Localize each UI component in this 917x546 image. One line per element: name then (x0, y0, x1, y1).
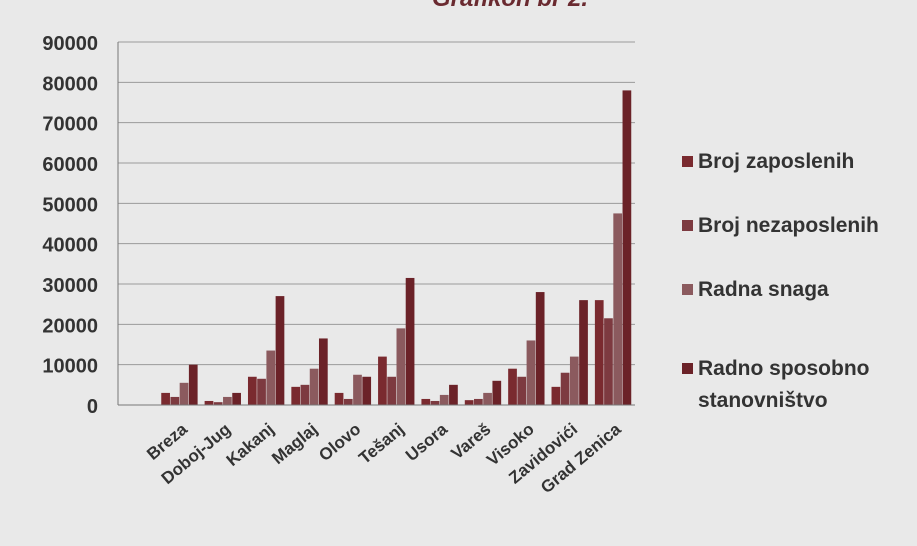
bar (483, 392, 492, 405)
bar (551, 386, 561, 405)
y-tick-label: 70000 (42, 114, 98, 136)
bar (560, 372, 570, 405)
bar (179, 382, 189, 405)
bar (396, 328, 406, 405)
bar (508, 368, 517, 405)
bar (247, 376, 257, 405)
bar (204, 400, 214, 405)
bar (474, 398, 483, 405)
bar (594, 300, 604, 405)
bar (170, 396, 180, 405)
y-tick-label: 30000 (42, 275, 98, 297)
bar (362, 376, 372, 405)
bar (421, 398, 431, 405)
bar (309, 368, 319, 405)
y-tick-label: 80000 (42, 73, 98, 95)
legend-label: Broj zaposlenih (698, 150, 854, 173)
y-tick-label: 50000 (42, 194, 98, 216)
bar (405, 277, 415, 405)
bar (275, 296, 285, 405)
bar (291, 386, 301, 405)
bar (517, 376, 527, 405)
legend-swatch (682, 220, 693, 231)
bar (535, 292, 545, 405)
bar (622, 90, 632, 406)
bar (213, 402, 223, 405)
bar (378, 356, 387, 405)
bar (353, 374, 362, 405)
bar (257, 378, 266, 405)
bar (604, 318, 613, 405)
bar (526, 340, 536, 405)
bar (579, 300, 588, 405)
bar (430, 400, 440, 405)
bar (266, 350, 276, 405)
bar (334, 392, 344, 405)
legend-swatch (682, 156, 693, 167)
bar (161, 392, 170, 405)
y-tick-label: 0 (87, 396, 98, 418)
bar (569, 356, 579, 405)
bar (387, 376, 396, 405)
y-tick-label: 10000 (42, 356, 98, 378)
chart-title: Grafikon br 2. (432, 0, 588, 12)
bar (613, 213, 623, 405)
legend-swatch (682, 284, 693, 295)
y-tick-label: 20000 (42, 315, 98, 337)
legend-label: Radna snaga (698, 278, 829, 301)
bar (449, 384, 458, 405)
bar (492, 380, 502, 405)
y-tick-label: 40000 (42, 235, 98, 257)
legend-label: Radno sposobno stanovništvo (698, 357, 870, 412)
bar (439, 394, 449, 405)
bar (232, 392, 241, 405)
bar (188, 364, 198, 405)
legend-swatch (682, 363, 693, 374)
y-tick-label: 90000 (42, 33, 98, 55)
bar (343, 398, 353, 405)
bar (300, 384, 310, 405)
legend-label: Broj nezaposlenih (698, 214, 879, 237)
bar (223, 396, 232, 405)
bar (318, 338, 328, 405)
y-tick-label: 60000 (42, 154, 98, 176)
bar (464, 400, 474, 405)
